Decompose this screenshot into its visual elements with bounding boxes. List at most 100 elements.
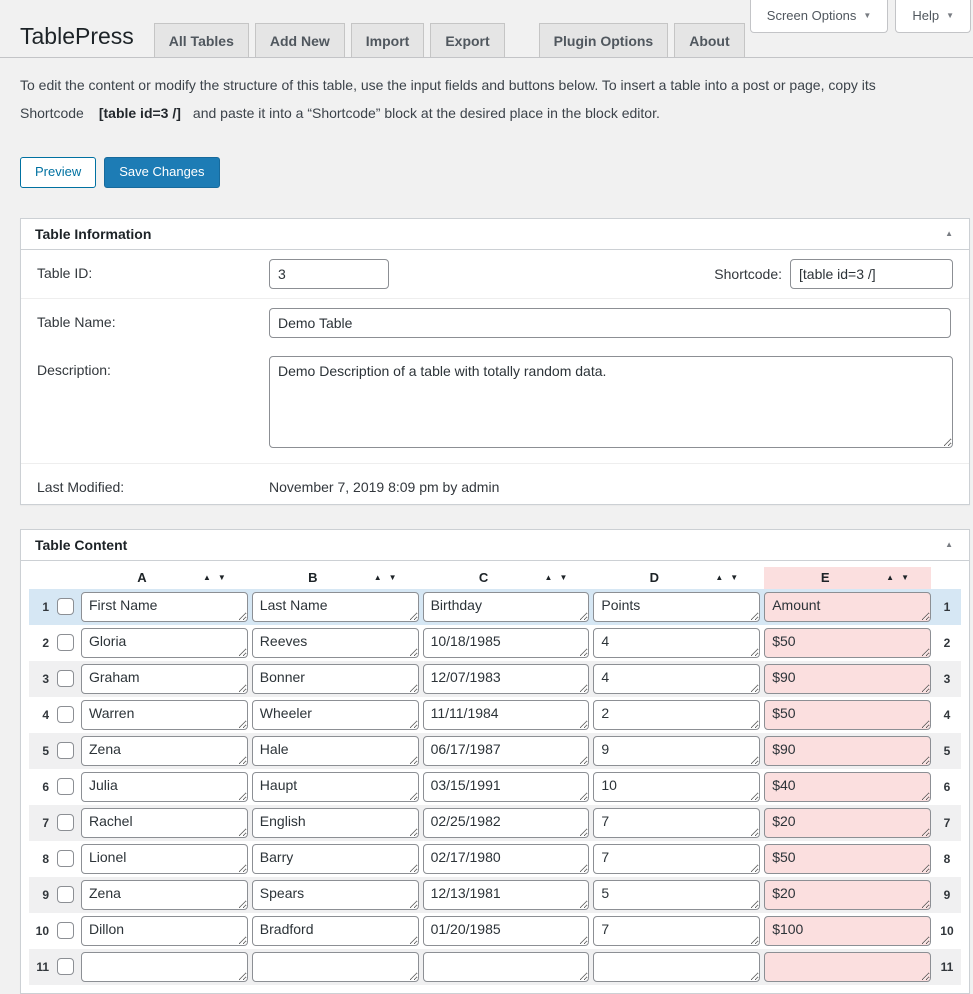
- row-select-checkbox[interactable]: [56, 958, 74, 976]
- row-number-right[interactable]: 7: [943, 815, 951, 830]
- cell-input-b6[interactable]: [251, 771, 419, 802]
- cell-input-c2[interactable]: [422, 627, 590, 658]
- tab-about[interactable]: About: [674, 23, 745, 57]
- row-number-left[interactable]: 5: [42, 743, 49, 758]
- cell-input-d8[interactable]: [593, 843, 761, 874]
- sort-descending-icon[interactable]: ▼: [559, 573, 568, 583]
- row-number-right[interactable]: 1: [943, 599, 951, 614]
- cell-input-a7[interactable]: [81, 807, 248, 838]
- sort-descending-icon[interactable]: ▼: [217, 573, 226, 583]
- row-select-checkbox[interactable]: [56, 670, 74, 688]
- description-textarea[interactable]: [269, 355, 953, 448]
- row-select-checkbox[interactable]: [56, 814, 74, 832]
- preview-button[interactable]: Preview: [20, 157, 97, 188]
- cell-input-e5[interactable]: [764, 735, 931, 766]
- cell-input-b3[interactable]: [251, 663, 419, 694]
- cell-input-b2[interactable]: [251, 627, 419, 658]
- tab-export[interactable]: Export: [430, 23, 505, 57]
- row-number-right[interactable]: 9: [943, 887, 951, 902]
- row-number-left[interactable]: 2: [42, 635, 49, 650]
- cell-input-e4[interactable]: [764, 699, 931, 730]
- cell-input-b5[interactable]: [251, 735, 419, 766]
- tab-import[interactable]: Import: [350, 23, 425, 57]
- cell-input-c5[interactable]: [422, 735, 590, 766]
- cell-input-a4[interactable]: [81, 699, 248, 730]
- row-number-left[interactable]: 10: [35, 923, 49, 938]
- cell-input-e2[interactable]: [764, 627, 931, 658]
- table-id-input[interactable]: [269, 258, 389, 289]
- row-number-right[interactable]: 11: [940, 959, 954, 974]
- table-content-header[interactable]: Table Content ▲: [21, 530, 969, 561]
- table-name-input[interactable]: [269, 307, 951, 338]
- cell-input-a2[interactable]: [81, 627, 248, 658]
- row-select-checkbox[interactable]: [56, 742, 74, 760]
- cell-input-d7[interactable]: [593, 807, 761, 838]
- cell-input-a9[interactable]: [81, 879, 248, 910]
- row-select-checkbox[interactable]: [56, 706, 74, 724]
- cell-input-d10[interactable]: [593, 915, 761, 946]
- cell-input-c6[interactable]: [422, 771, 590, 802]
- cell-input-d4[interactable]: [593, 699, 761, 730]
- cell-input-c9[interactable]: [422, 879, 590, 910]
- cell-input-c8[interactable]: [422, 843, 590, 874]
- cell-input-e1[interactable]: [764, 591, 931, 622]
- cell-input-d1[interactable]: [593, 591, 761, 622]
- row-number-right[interactable]: 4: [943, 707, 951, 722]
- screen-options-button[interactable]: Screen Options ▼: [749, 0, 889, 33]
- row-number-left[interactable]: 7: [42, 815, 49, 830]
- row-select-checkbox[interactable]: [56, 634, 74, 652]
- sort-descending-icon[interactable]: ▼: [901, 573, 909, 583]
- cell-input-a10[interactable]: [81, 915, 248, 946]
- cell-input-d9[interactable]: [593, 879, 761, 910]
- column-header-a[interactable]: A ▲ ▼: [81, 567, 248, 589]
- column-letter[interactable]: A: [137, 570, 147, 586]
- column-header-b[interactable]: B ▲ ▼: [252, 567, 419, 589]
- row-number-right[interactable]: 10: [940, 923, 954, 938]
- row-number-left[interactable]: 11: [36, 959, 49, 974]
- cell-input-b9[interactable]: [251, 879, 419, 910]
- cell-input-c10[interactable]: [422, 915, 590, 946]
- cell-input-a6[interactable]: [81, 771, 248, 802]
- row-number-left[interactable]: 3: [42, 671, 49, 686]
- cell-input-b11[interactable]: [251, 951, 419, 982]
- row-number-left[interactable]: 8: [42, 851, 49, 866]
- column-letter[interactable]: C: [478, 570, 489, 586]
- cell-input-c1[interactable]: [422, 591, 590, 622]
- row-select-checkbox[interactable]: [56, 778, 74, 796]
- cell-input-e9[interactable]: [764, 879, 931, 910]
- sort-ascending-icon[interactable]: ▲: [886, 573, 895, 583]
- cell-input-e3[interactable]: [764, 663, 931, 694]
- row-number-left[interactable]: 6: [42, 779, 49, 794]
- cell-input-d5[interactable]: [593, 735, 761, 766]
- sort-ascending-icon[interactable]: ▲: [373, 573, 382, 583]
- row-number-left[interactable]: 1: [42, 599, 49, 614]
- row-select-checkbox[interactable]: [56, 922, 74, 940]
- cell-input-b8[interactable]: [251, 843, 419, 874]
- cell-input-a8[interactable]: [81, 843, 248, 874]
- row-select-checkbox[interactable]: [56, 886, 74, 904]
- cell-input-b10[interactable]: [251, 915, 419, 946]
- cell-input-a5[interactable]: [81, 735, 248, 766]
- cell-input-a1[interactable]: [81, 591, 248, 622]
- row-select-checkbox[interactable]: [56, 598, 74, 616]
- column-header-d[interactable]: D ▲ ▼: [593, 567, 760, 589]
- cell-input-e7[interactable]: [764, 807, 931, 838]
- cell-input-d11[interactable]: [593, 951, 761, 982]
- cell-input-d2[interactable]: [593, 627, 761, 658]
- row-number-right[interactable]: 2: [943, 635, 951, 650]
- cell-input-a3[interactable]: [81, 663, 248, 694]
- cell-input-d6[interactable]: [593, 771, 761, 802]
- column-header-c[interactable]: C ▲ ▼: [423, 567, 590, 589]
- sort-descending-icon[interactable]: ▼: [388, 573, 397, 583]
- row-number-right[interactable]: 3: [943, 671, 951, 686]
- cell-input-c7[interactable]: [422, 807, 590, 838]
- cell-input-e8[interactable]: [764, 843, 931, 874]
- column-letter[interactable]: E: [820, 570, 830, 586]
- table-information-header[interactable]: Table Information ▲: [21, 219, 969, 250]
- row-select-checkbox[interactable]: [56, 850, 74, 868]
- cell-input-d3[interactable]: [593, 663, 761, 694]
- row-number-right[interactable]: 8: [943, 851, 951, 866]
- cell-input-e11[interactable]: [764, 951, 931, 982]
- sort-ascending-icon[interactable]: ▲: [202, 573, 211, 583]
- tab-all-tables[interactable]: All Tables: [153, 23, 249, 57]
